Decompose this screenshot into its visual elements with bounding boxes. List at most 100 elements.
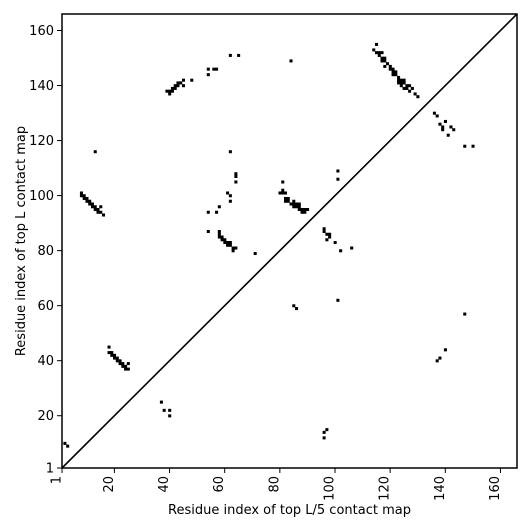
- contact-point-lower: [295, 307, 299, 311]
- contact-point-upper: [399, 78, 403, 82]
- contact-point-upper: [410, 86, 414, 90]
- contact-point-upper: [223, 238, 227, 242]
- contact-point-upper: [383, 56, 387, 60]
- contact-point-upper: [124, 367, 128, 371]
- contact-point-upper: [234, 172, 238, 176]
- contact-point-upper: [325, 232, 329, 236]
- contact-point-upper: [336, 177, 340, 181]
- x-tick-label: 20: [102, 476, 117, 493]
- contact-point-upper: [234, 180, 238, 184]
- contact-point-upper: [289, 59, 293, 63]
- contact-point-upper: [173, 86, 177, 90]
- contact-point-upper: [126, 367, 130, 371]
- contact-point-upper: [388, 67, 392, 71]
- contact-point-upper: [449, 125, 453, 129]
- contact-point-upper: [93, 150, 97, 154]
- contact-point-upper: [471, 144, 475, 148]
- contact-point-upper: [432, 111, 436, 115]
- y-tick-label: 100: [29, 189, 54, 204]
- contact-point-upper: [253, 252, 257, 256]
- y-tick-label: 20: [37, 409, 54, 424]
- contact-point-upper: [443, 119, 447, 123]
- contact-point-upper: [215, 67, 219, 71]
- y-tick-label: 1: [46, 462, 54, 477]
- contact-point-upper: [380, 51, 384, 55]
- contact-point-upper: [286, 196, 290, 201]
- x-tick-label: 160: [488, 476, 503, 501]
- contact-point-upper: [402, 81, 406, 85]
- contact-point-upper: [435, 114, 439, 118]
- contact-point-upper: [374, 42, 379, 46]
- contact-point-upper: [181, 84, 185, 88]
- contact-point-upper: [228, 243, 232, 247]
- contact-point-upper: [115, 356, 119, 360]
- contact-point-upper: [113, 356, 117, 360]
- contact-point-upper: [206, 230, 210, 234]
- contact-point-upper: [377, 53, 381, 57]
- contact-point-upper: [339, 249, 343, 253]
- contact-point-upper: [408, 84, 412, 88]
- contact-point-upper: [386, 62, 390, 66]
- contact-point-upper: [283, 196, 288, 201]
- contact-point-upper: [234, 246, 238, 250]
- contact-point-upper: [394, 70, 398, 74]
- contact-point-lower: [435, 359, 439, 363]
- contact-point-upper: [217, 232, 221, 236]
- contact-point-upper: [234, 174, 238, 178]
- contact-point-upper: [441, 125, 445, 129]
- contact-point-upper: [118, 359, 122, 363]
- contact-point-upper: [93, 205, 97, 209]
- contact-point-upper: [226, 241, 230, 245]
- contact-point-upper: [325, 238, 329, 242]
- plot-frame: [61, 13, 518, 469]
- contact-point-upper: [399, 81, 403, 85]
- contact-point-upper: [88, 202, 92, 206]
- contact-point-upper: [85, 199, 89, 203]
- contact-point-upper: [217, 230, 221, 234]
- contact-point-upper: [110, 351, 114, 355]
- contact-point-upper: [206, 67, 210, 71]
- contact-point-upper: [452, 128, 456, 132]
- contact-point-upper: [220, 235, 224, 239]
- contact-point-upper: [322, 230, 326, 234]
- contact-point-upper: [286, 199, 290, 203]
- x-tick-label: 1: [50, 476, 65, 484]
- y-tick-label: 160: [29, 24, 54, 39]
- contact-point-upper: [176, 84, 180, 88]
- contact-point-upper: [165, 89, 169, 93]
- contact-point-upper: [303, 207, 307, 212]
- contact-point-upper: [190, 78, 194, 82]
- contact-point-upper: [372, 48, 376, 52]
- x-axis-title: Residue index of top L/5 contact map: [168, 503, 411, 518]
- contact-point-upper: [231, 249, 235, 253]
- contact-point-upper: [79, 191, 83, 195]
- contact-point-upper: [231, 246, 235, 250]
- contact-point-upper: [79, 194, 83, 198]
- contact-point-lower: [438, 356, 442, 360]
- contact-point-upper: [93, 207, 97, 212]
- contact-point-upper: [289, 202, 293, 206]
- contact-point-upper: [96, 207, 100, 212]
- contact-point-upper: [377, 51, 381, 55]
- contact-point-upper: [107, 351, 111, 355]
- x-tick-label: 100: [323, 476, 338, 501]
- y-tick-label: 80: [37, 244, 54, 259]
- contact-point-upper: [99, 210, 103, 214]
- contact-point-upper: [121, 364, 125, 368]
- contact-point-upper: [115, 359, 119, 363]
- contact-point-upper: [350, 246, 354, 250]
- contact-point-upper: [397, 75, 401, 79]
- y-axis-title: Residue index of top L contact map: [14, 126, 29, 356]
- contact-point-upper: [383, 59, 387, 63]
- contact-point-upper: [85, 196, 89, 201]
- diagonal-line: [61, 13, 518, 469]
- contact-point-upper: [306, 207, 310, 212]
- contact-point-upper: [168, 89, 172, 93]
- contact-point-upper: [300, 210, 304, 214]
- contact-point-upper: [101, 213, 106, 217]
- contact-point-upper: [90, 202, 94, 206]
- contact-point-upper: [206, 73, 210, 77]
- contact-point-upper: [441, 128, 445, 132]
- x-tick-label: 60: [212, 476, 227, 493]
